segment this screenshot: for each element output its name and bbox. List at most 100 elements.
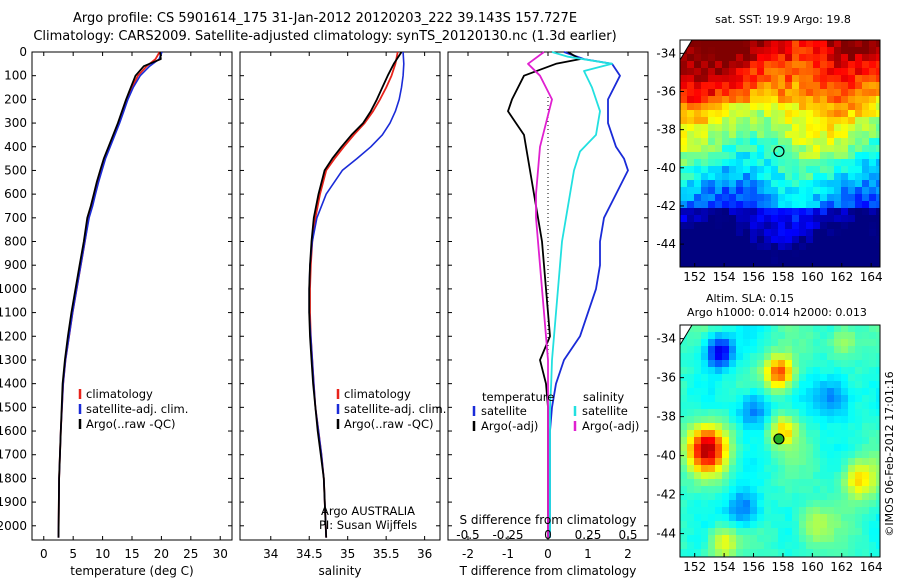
- map-cell: [792, 166, 800, 174]
- map-cell: [722, 194, 730, 202]
- map-cell: [813, 96, 821, 104]
- map-cell: [764, 367, 772, 375]
- map-cell: [869, 514, 877, 522]
- map-cell: [876, 131, 880, 139]
- map-cell: [736, 325, 744, 333]
- map-cell: [792, 124, 800, 132]
- map-cell: [820, 409, 828, 417]
- map-y-tick-label: -44: [656, 527, 676, 541]
- map-cell: [834, 500, 842, 508]
- map-cell: [680, 409, 688, 417]
- map-cell: [813, 82, 821, 90]
- map-cell: [694, 243, 702, 251]
- map-cell: [680, 89, 688, 97]
- map-cell: [736, 257, 744, 265]
- map-cell: [722, 437, 730, 445]
- map-cell: [708, 124, 716, 132]
- map-cell: [876, 187, 880, 195]
- x-tick-label: 0: [40, 547, 48, 561]
- map-cell: [694, 549, 702, 557]
- map-cell: [876, 514, 880, 522]
- x-tick-label: 25: [183, 547, 198, 561]
- x-tick-label: 15: [124, 547, 139, 561]
- map-cell: [694, 451, 702, 459]
- map-cell: [820, 187, 828, 195]
- map-cell: [694, 367, 702, 375]
- map-cell: [736, 54, 744, 62]
- map-cell: [729, 236, 737, 244]
- map-cell: [855, 437, 863, 445]
- map-cell: [715, 360, 723, 368]
- map-cell: [701, 110, 709, 118]
- map-cell: [841, 103, 849, 111]
- map-cell: [701, 215, 709, 223]
- map-cell: [687, 138, 695, 146]
- map-cell: [799, 40, 807, 48]
- map-cell: [869, 521, 877, 529]
- map-cell: [792, 381, 800, 389]
- map-cell: [855, 493, 863, 501]
- map-cell: [813, 250, 821, 258]
- map-cell: [848, 201, 856, 209]
- map-cell: [764, 465, 772, 473]
- map-cell: [750, 54, 758, 62]
- map-cell: [806, 110, 814, 118]
- map-cell: [806, 138, 814, 146]
- map-cell: [736, 180, 744, 188]
- map-cell: [722, 131, 730, 139]
- map-cell: [750, 549, 758, 557]
- map-cell: [855, 360, 863, 368]
- map-cell: [757, 68, 765, 76]
- map-cell: [736, 208, 744, 216]
- map-cell: [687, 416, 695, 424]
- map-cell: [715, 54, 723, 62]
- map-cell: [785, 117, 793, 125]
- imos-credit: ©IMOS 06-Feb-2012 17:01:16: [883, 371, 896, 536]
- map-cell: [827, 430, 835, 438]
- map-cell: [757, 180, 765, 188]
- map-cell: [876, 208, 880, 216]
- map-cell: [771, 124, 779, 132]
- map-cell: [687, 201, 695, 209]
- map-cell: [708, 528, 716, 536]
- legend-item: climatology: [344, 387, 411, 401]
- map-cell: [855, 173, 863, 181]
- map-cell: [708, 346, 716, 354]
- map-cell: [813, 353, 821, 361]
- map-cell: [750, 444, 758, 452]
- map-cell: [736, 549, 744, 557]
- map-cell: [764, 131, 772, 139]
- map-cell: [876, 535, 880, 543]
- map-cell: [841, 339, 849, 347]
- map-cell: [855, 159, 863, 167]
- map-cell: [799, 68, 807, 76]
- map-cell: [764, 47, 772, 55]
- map-cell: [764, 124, 772, 132]
- argo-location-marker: [773, 433, 785, 445]
- legend-item: satellite: [481, 404, 527, 418]
- map-cell: [680, 173, 688, 181]
- map-cell: [694, 138, 702, 146]
- map-cell: [729, 40, 737, 48]
- map-cell: [764, 444, 772, 452]
- map-cell: [778, 257, 786, 265]
- map-cell: [827, 222, 835, 230]
- map-cell: [743, 486, 751, 494]
- map-cell: [764, 138, 772, 146]
- map-cell: [694, 465, 702, 473]
- map-cell: [813, 325, 821, 333]
- map-cell: [694, 479, 702, 487]
- map-cell: [722, 54, 730, 62]
- map-cell: [841, 493, 849, 501]
- map-cell: [869, 381, 877, 389]
- map-cell: [827, 229, 835, 237]
- map-cell: [687, 402, 695, 410]
- map-cell: [792, 507, 800, 515]
- map-cell: [799, 346, 807, 354]
- map-cell: [862, 61, 870, 69]
- map-cell: [869, 96, 877, 104]
- map-cell: [841, 201, 849, 209]
- map-cell: [869, 325, 877, 333]
- map-cell: [743, 325, 751, 333]
- map-cell: [799, 103, 807, 111]
